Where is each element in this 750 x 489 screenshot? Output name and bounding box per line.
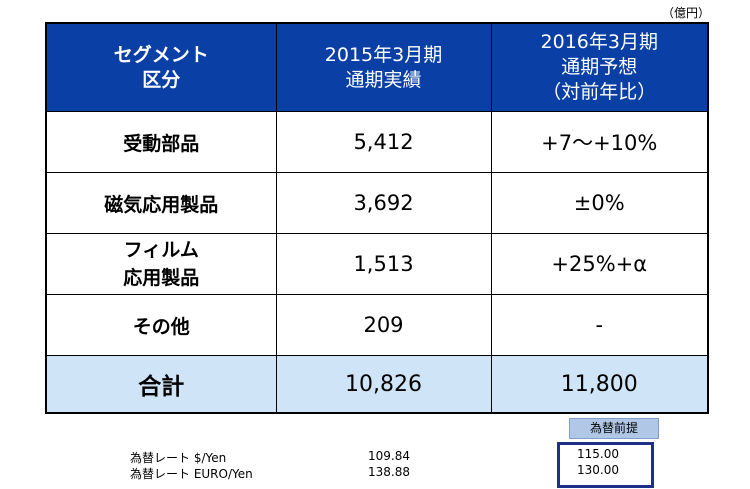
fx-usd-label: 為替レート $/Yen	[130, 451, 227, 465]
header-fy2015-line1: 2015年3月期	[324, 43, 443, 66]
actual-value: 1,513	[275, 233, 492, 295]
fx-usd-actual: 109.84	[368, 449, 410, 463]
forecast-value: -	[490, 294, 709, 356]
table-row: その他 209 -	[45, 294, 709, 356]
header-fy2015: 2015年3月期 通期実績	[275, 22, 492, 112]
fx-euro-actual: 138.88	[368, 465, 410, 479]
table-row: フィルム 応用製品 1,513 +25%+α	[45, 233, 709, 295]
forecast-value: +25%+α	[490, 233, 709, 295]
forecast-value: ±0%	[490, 172, 709, 234]
table-row: 受動部品 5,412 +7～+10%	[45, 111, 709, 173]
fx-usd-assumed: 115.00	[577, 447, 619, 461]
segment-name: その他	[45, 294, 277, 356]
segment-name: 磁気応用製品	[45, 172, 277, 234]
header-fy2016: 2016年3月期 通期予想 （対前年比）	[490, 22, 709, 112]
fx-euro-assumed: 130.00	[577, 463, 619, 477]
total-forecast: 11,800	[490, 355, 709, 414]
header-segment-line1: セグメント	[113, 43, 209, 66]
segment-name: フィルム 応用製品	[45, 233, 277, 295]
actual-value: 5,412	[275, 111, 492, 173]
fx-euro-label: 為替レート EURO/Yen	[130, 467, 253, 481]
actual-value: 209	[275, 294, 492, 356]
total-actual: 10,826	[275, 355, 492, 414]
header-fy2015-line2: 通期実績	[345, 68, 422, 91]
actual-value: 3,692	[275, 172, 492, 234]
header-fy2016-line2: 通期予想	[561, 56, 638, 78]
table-header-row: セグメント 区分 2015年3月期 通期実績 2016年3月期 通期予想 （対前…	[45, 22, 709, 112]
total-row: 合計 10,826 11,800	[45, 355, 709, 414]
header-segment: セグメント 区分	[45, 22, 277, 112]
segment-name-line1: フィルム	[123, 239, 199, 261]
segment-name: 受動部品	[45, 111, 277, 173]
header-fy2016-line1: 2016年3月期	[540, 31, 658, 53]
forecast-value: +7～+10%	[490, 111, 709, 173]
unit-label: （億円）	[662, 6, 711, 20]
table-row: 磁気応用製品 3,692 ±0%	[45, 172, 709, 234]
fx-assumption-box	[557, 442, 654, 488]
fx-assumption-badge: 為替前提	[569, 418, 659, 439]
segment-table: セグメント 区分 2015年3月期 通期実績 2016年3月期 通期予想 （対前…	[45, 22, 709, 414]
header-segment-line2: 区分	[142, 68, 181, 91]
segment-name-line2: 応用製品	[123, 267, 200, 289]
header-fy2016-line3: （対前年比）	[542, 81, 657, 103]
total-label: 合計	[45, 355, 277, 414]
